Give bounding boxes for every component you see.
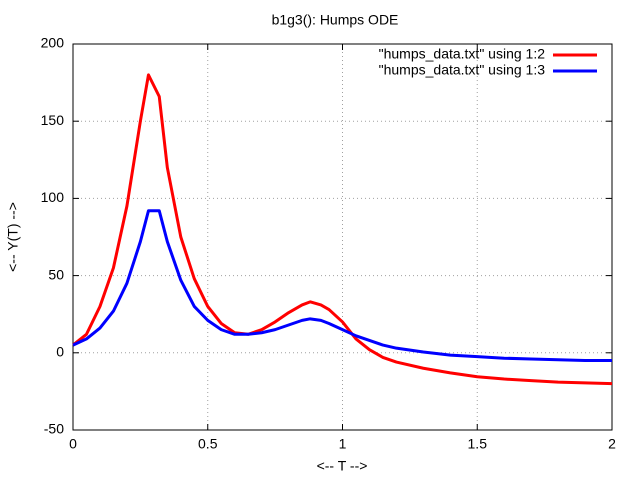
y-tick-label: -50 [44,421,64,437]
x-tick-label: 0 [69,436,77,452]
x-tick-label: 1 [339,436,347,452]
plot-border [72,43,613,431]
y-tick-label: 50 [48,266,64,282]
x-tick-label: 1.5 [468,436,488,452]
y-tick-label: 200 [41,35,65,51]
chart-title: b1g3(): Humps ODE [272,12,399,28]
y-tick-label: 0 [56,344,64,360]
y-tick-label: 100 [41,189,65,205]
legend-label: "humps_data.txt" using 1:3 [379,62,546,78]
data-line [72,73,613,386]
legend-label: "humps_data.txt" using 1:2 [379,46,546,62]
y-tick-label: 150 [41,112,65,128]
x-tick-label: 0.5 [198,436,218,452]
x-axis-label: <-- T --> [317,458,368,474]
y-axis-label: <-- Y(T) --> [5,202,21,272]
data-line [72,209,612,363]
x-tick-label: 2 [608,436,616,452]
